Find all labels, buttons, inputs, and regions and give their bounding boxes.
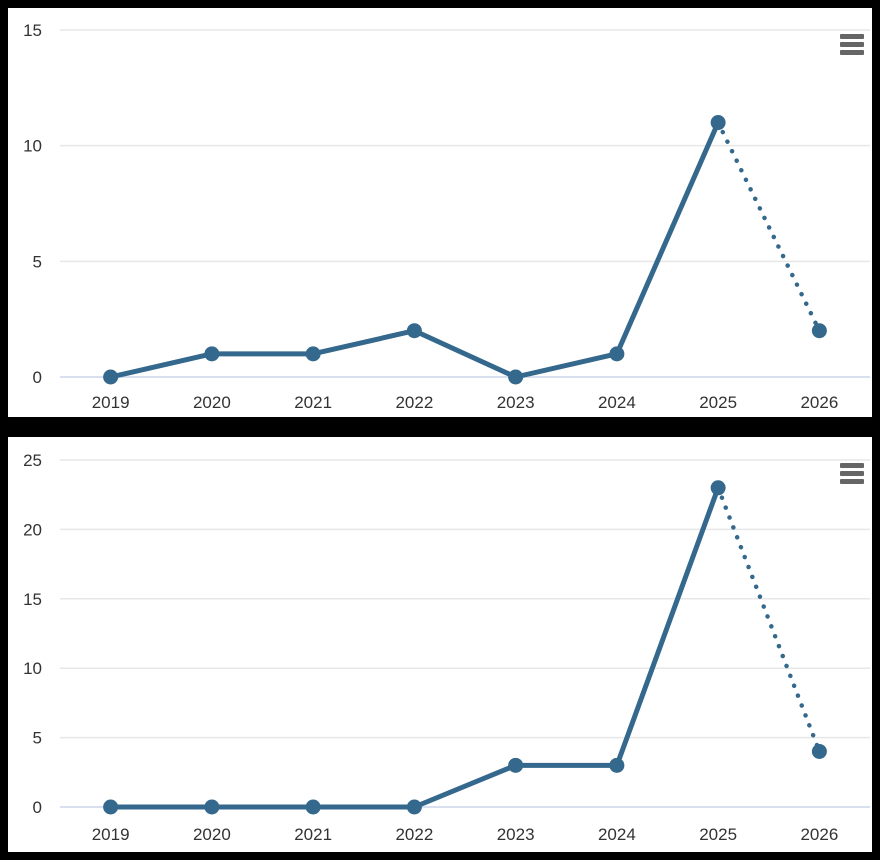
series-line-dotted-projection xyxy=(715,485,822,754)
y-tick-label: 5 xyxy=(33,729,42,748)
hamburger-bar xyxy=(840,34,864,39)
data-point-2022[interactable] xyxy=(406,323,422,339)
chart-panel-top: 0 5 10 15 2019 2020 2021 2022 2023 2024 2025 2026 xyxy=(8,8,872,417)
y-tick-label: 25 xyxy=(23,451,42,470)
x-axis-label: 2019 xyxy=(92,393,130,412)
y-tick-label: 5 xyxy=(33,252,42,271)
x-axis-label: 2023 xyxy=(497,393,535,412)
chart-menu-button-bottom[interactable] xyxy=(839,462,865,485)
chart-panel-bottom: 0 5 10 15 20 25 2019 2020 2021 2022 2023 2024 2025 20… xyxy=(8,437,872,852)
data-point-2019[interactable] xyxy=(103,369,119,385)
y-tick-label: 10 xyxy=(23,659,42,678)
x-axis-label: 2026 xyxy=(800,393,838,412)
y-tick-label: 0 xyxy=(33,368,42,387)
hamburger-icon xyxy=(840,34,864,55)
chart-menu-button-top[interactable] xyxy=(839,33,865,56)
data-point-2020[interactable] xyxy=(204,799,220,815)
x-axis-label: 2025 xyxy=(699,393,737,412)
data-point-2021[interactable] xyxy=(305,799,321,815)
x-axis-label: 2021 xyxy=(294,825,332,844)
x-axis-label: 2024 xyxy=(598,393,636,412)
data-point-2026[interactable] xyxy=(811,743,827,759)
data-point-2019[interactable] xyxy=(103,799,119,815)
data-point-2025[interactable] xyxy=(710,480,726,496)
data-point-2024[interactable] xyxy=(609,346,625,362)
y-tick-label: 20 xyxy=(23,520,42,539)
x-axis-label: 2019 xyxy=(92,825,130,844)
line-chart-top: 0 5 10 15 2019 2020 2021 2022 2023 2024 2025 2026 xyxy=(23,21,870,412)
hamburger-bar xyxy=(840,471,864,476)
data-point-2026[interactable] xyxy=(811,323,827,339)
x-axis-label: 2023 xyxy=(497,825,535,844)
x-axis-label: 2026 xyxy=(800,825,838,844)
series-line-solid xyxy=(108,120,721,380)
hamburger-bar xyxy=(840,479,864,484)
data-point-2025[interactable] xyxy=(710,115,726,131)
series-line-solid xyxy=(108,485,721,810)
hamburger-bar xyxy=(840,42,864,47)
data-point-2023[interactable] xyxy=(508,757,524,773)
series-line-dotted-projection xyxy=(715,120,822,333)
hamburger-bar xyxy=(840,463,864,468)
panel-divider xyxy=(0,417,880,437)
hamburger-bar xyxy=(840,50,864,55)
x-axis-label: 2021 xyxy=(294,393,332,412)
x-axis-label: 2020 xyxy=(193,393,231,412)
y-tick-label: 15 xyxy=(23,590,42,609)
x-axis-label: 2022 xyxy=(395,393,433,412)
x-axis-label: 2020 xyxy=(193,825,231,844)
y-tick-label: 0 xyxy=(33,798,42,817)
hamburger-icon xyxy=(840,463,864,484)
x-axis-label: 2024 xyxy=(598,825,636,844)
y-tick-label: 15 xyxy=(23,21,42,40)
data-point-2020[interactable] xyxy=(204,346,220,362)
y-tick-label: 10 xyxy=(23,137,42,156)
x-axis-label: 2022 xyxy=(395,825,433,844)
data-point-2023[interactable] xyxy=(508,369,524,385)
x-axis-label: 2025 xyxy=(699,825,737,844)
data-point-2024[interactable] xyxy=(609,757,625,773)
data-point-2022[interactable] xyxy=(406,799,422,815)
data-point-2021[interactable] xyxy=(305,346,321,362)
